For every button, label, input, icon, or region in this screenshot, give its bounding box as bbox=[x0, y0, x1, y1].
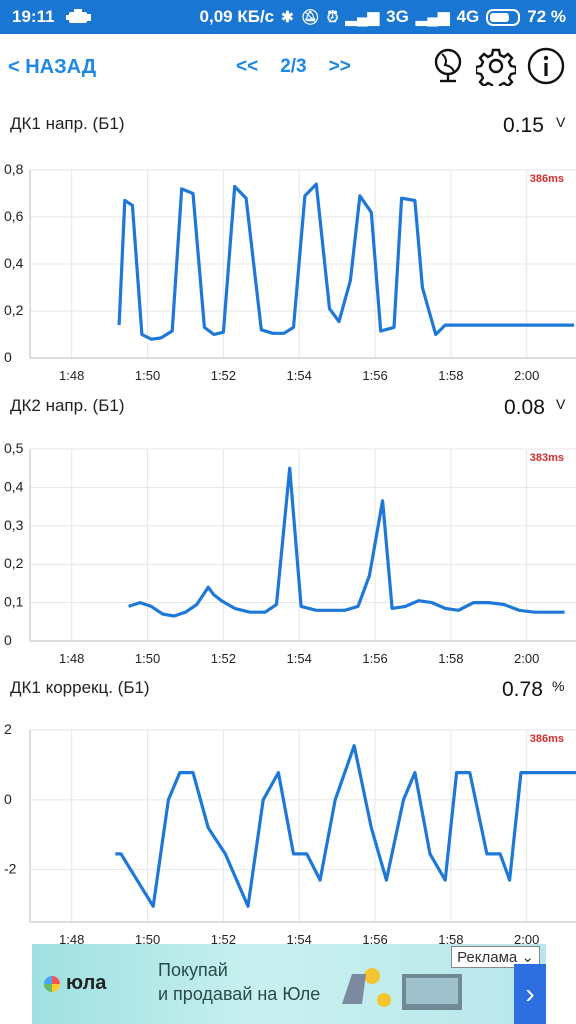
toolbar: < НАЗАД << 2/3 >> bbox=[0, 34, 576, 98]
alarm-icon: ⏰︎ bbox=[326, 8, 339, 26]
x-tick-label: 1:52 bbox=[211, 932, 236, 946]
prev-page-button[interactable]: << bbox=[236, 56, 259, 77]
panel3-title: ДК1 коррекц. (Б1) bbox=[10, 678, 150, 697]
network-3g: 3G bbox=[386, 7, 409, 26]
y-tick-label: 0,2 bbox=[4, 302, 24, 318]
ad-banner[interactable]: юла Покупай и продавай на Юле Реклама ⌄ … bbox=[32, 944, 546, 1024]
bluetooth-icon: ✱ bbox=[281, 9, 294, 26]
y-tick-label: 0 bbox=[4, 349, 12, 365]
panel2-value: 0.08 bbox=[504, 396, 545, 419]
info-icon[interactable] bbox=[526, 46, 566, 86]
series-line bbox=[115, 744, 576, 908]
ad-text: Покупай и продавай на Юле bbox=[158, 958, 320, 1006]
signal2-icon: ▂▄▆ bbox=[415, 9, 450, 26]
panel1-value: 0.15 bbox=[503, 114, 544, 137]
ad-line2: и продавай на Юле bbox=[158, 984, 321, 1004]
status-time: 19:11 bbox=[12, 7, 55, 26]
battery-icon bbox=[486, 8, 521, 26]
y-tick-label: -2 bbox=[4, 861, 17, 877]
y-tick-label: 0 bbox=[4, 791, 12, 807]
y-tick-label: 0,3 bbox=[4, 517, 24, 533]
y-tick-label: 2 bbox=[4, 721, 12, 737]
x-tick-label: 1:58 bbox=[438, 368, 463, 383]
x-tick-label: 1:58 bbox=[438, 932, 463, 946]
mute-icon: 🔕︎ bbox=[300, 9, 320, 26]
gear-icon[interactable] bbox=[476, 46, 516, 86]
ad-logo-text: юла bbox=[66, 972, 107, 994]
x-tick-label: 1:48 bbox=[59, 932, 84, 946]
x-tick-label: 1:50 bbox=[135, 932, 160, 946]
chart-dk1-voltage: 1:48 1:50 1:52 1:54 1:56 1:58 2:00 0 0,2 0,4 0,6 0,… bbox=[4, 161, 576, 383]
chevron-down-icon: ⌄ bbox=[521, 949, 534, 966]
panel1-title: ДК1 напр. (Б1) bbox=[10, 114, 125, 133]
yula-logo-icon bbox=[44, 975, 60, 992]
ad-logo: юла bbox=[44, 972, 106, 995]
series-line bbox=[128, 466, 565, 618]
back-button[interactable]: < НАЗАД bbox=[8, 56, 97, 78]
panel2-unit: V bbox=[556, 396, 566, 412]
signal-icon: ▂▄▆ bbox=[345, 9, 380, 26]
panel3-unit: % bbox=[552, 678, 565, 694]
panel2-title: ДК2 напр. (Б1) bbox=[10, 396, 125, 415]
globe-icon[interactable] bbox=[428, 46, 468, 86]
ad-line1: Покупай bbox=[158, 960, 228, 980]
panel1-unit: V bbox=[556, 114, 566, 130]
panel3-value: 0.78 bbox=[502, 678, 543, 701]
x-tick-label: 1:52 bbox=[211, 651, 236, 666]
x-tick-label: 1:50 bbox=[135, 651, 160, 666]
x-tick-label: 1:54 bbox=[287, 932, 312, 946]
y-tick-label: 0,8 bbox=[4, 161, 24, 177]
chart-dk2-voltage: 1:48 1:50 1:52 1:54 1:56 1:58 2:00 0 0,1 0,2 0,3 0,… bbox=[4, 440, 576, 666]
latency-label: 383ms bbox=[530, 452, 564, 464]
page-indicator: 2/3 bbox=[280, 56, 307, 77]
net-speed: 0,09 КБ/с bbox=[199, 7, 275, 26]
series-line bbox=[117, 182, 575, 341]
ad-products-image bbox=[342, 968, 462, 1010]
y-tick-label: 0,4 bbox=[4, 255, 24, 271]
y-tick-label: 0,6 bbox=[4, 208, 24, 224]
y-tick-label: 0,1 bbox=[4, 594, 24, 610]
next-page-button[interactable]: >> bbox=[328, 56, 351, 77]
y-tick-label: 0 bbox=[4, 632, 12, 648]
x-tick-label: 1:52 bbox=[211, 368, 236, 383]
status-bar: 19:11 0,09 КБ/с ✱ 🔕︎ ⏰︎ ▂▄▆ 3G ▂▄▆ 4G 72… bbox=[0, 0, 576, 34]
x-tick-label: 2:00 bbox=[514, 932, 539, 946]
x-tick-label: 1:48 bbox=[59, 651, 84, 666]
x-tick-label: 1:56 bbox=[362, 651, 387, 666]
x-tick-label: 2:00 bbox=[514, 368, 539, 383]
x-tick-label: 1:54 bbox=[287, 651, 312, 666]
chart-dk1-correction: 1:48 1:50 1:52 1:54 1:56 1:58 2:00 -2 0 2 386ms bbox=[4, 721, 576, 946]
latency-label: 386ms bbox=[530, 733, 564, 745]
x-tick-label: 1:50 bbox=[135, 368, 160, 383]
y-tick-label: 0,4 bbox=[4, 478, 24, 494]
y-tick-label: 0,2 bbox=[4, 555, 24, 571]
battery-level: 72 % bbox=[527, 7, 566, 26]
x-tick-label: 1:56 bbox=[362, 368, 387, 383]
x-tick-label: 1:58 bbox=[438, 651, 463, 666]
ad-next-arrow-icon[interactable]: › bbox=[514, 964, 546, 1024]
car-engine-icon bbox=[66, 8, 92, 30]
network-4g: 4G bbox=[456, 7, 480, 26]
latency-label: 386ms bbox=[530, 173, 564, 185]
x-tick-label: 1:54 bbox=[287, 368, 312, 383]
y-tick-label: 0,5 bbox=[4, 440, 24, 456]
ad-tag-label: Реклама bbox=[457, 949, 518, 966]
pager: << 2/3 >> bbox=[236, 56, 351, 78]
ad-tag[interactable]: Реклама ⌄ bbox=[451, 946, 540, 968]
x-tick-label: 2:00 bbox=[514, 651, 539, 666]
status-right: 0,09 КБ/с ✱ 🔕︎ ⏰︎ ▂▄▆ 3G ▂▄▆ 4G 72 % bbox=[200, 7, 566, 27]
x-tick-label: 1:48 bbox=[59, 368, 84, 383]
x-tick-label: 1:56 bbox=[362, 932, 387, 946]
